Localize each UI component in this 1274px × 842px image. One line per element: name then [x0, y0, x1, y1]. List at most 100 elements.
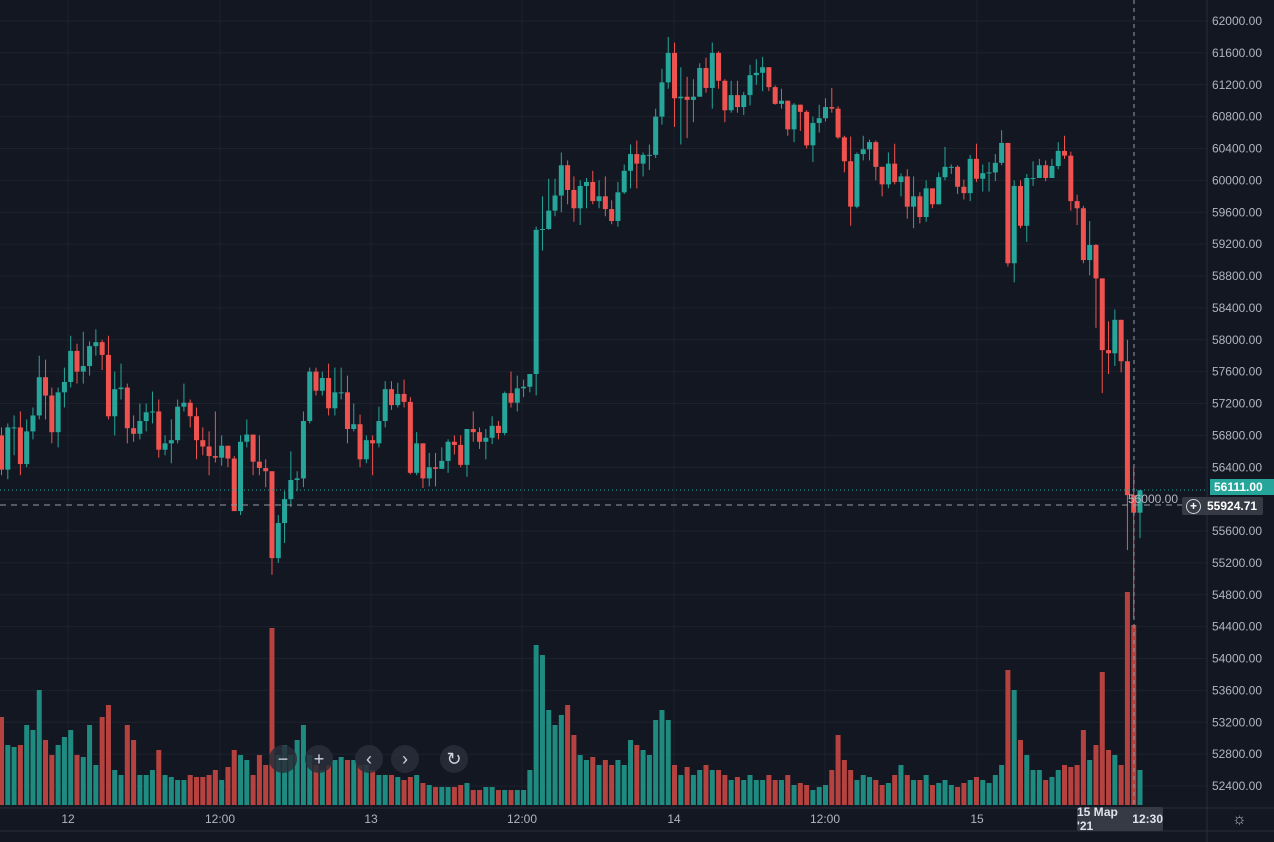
volume-bar [684, 767, 690, 805]
volume-bar [760, 780, 766, 805]
volume-bar [854, 780, 860, 805]
candle-down [231, 458, 237, 512]
volume-bar [653, 720, 659, 805]
volume-bar [1074, 765, 1080, 805]
volume-bar [0, 717, 5, 805]
price-tick-label: 60000.00 [1212, 173, 1262, 187]
candle-down [835, 108, 841, 138]
candle-down [187, 402, 193, 417]
candle-down [1106, 350, 1112, 354]
zoom-out-button[interactable]: − [269, 745, 297, 773]
volume-bar [332, 760, 338, 805]
volume-bar [80, 757, 86, 805]
candle-up [1030, 177, 1036, 179]
candle-up [653, 116, 659, 155]
volume-bar [288, 755, 294, 805]
candle-up [162, 443, 168, 450]
candle-down [250, 434, 256, 462]
volume-bar [810, 790, 816, 805]
volume-bar [565, 705, 571, 805]
volume-bar [156, 750, 162, 805]
volume-bar [697, 770, 703, 805]
candle-up [282, 499, 288, 524]
volume-bar [483, 787, 489, 805]
volume-bar [558, 715, 564, 805]
crosshair-price-label[interactable]: + 55924.71 [1182, 497, 1264, 515]
add-plus-icon[interactable]: + [1186, 498, 1201, 514]
price-tick-label: 58800.00 [1212, 269, 1262, 283]
volume-bar [382, 775, 388, 805]
volume-bar [716, 770, 722, 805]
candle-up [426, 467, 432, 479]
volume-bar [1099, 672, 1105, 805]
volume-bar [1124, 592, 1130, 805]
volume-bar [319, 770, 325, 805]
candle-down [313, 371, 319, 391]
volume-bar [955, 787, 961, 805]
volume-bar [1049, 777, 1055, 805]
volume-bar [24, 725, 30, 805]
volume-bar [87, 725, 93, 805]
candle-up [867, 142, 873, 150]
volume-bar [539, 655, 545, 805]
time-axis[interactable]: 12 12:00 13 12:00 14 12:00 15 [61, 812, 984, 826]
volume-bar [495, 790, 501, 805]
volume-bar [219, 780, 225, 805]
volume-bar [860, 775, 866, 805]
volume-bar [143, 775, 149, 805]
volume-bar [747, 775, 753, 805]
volume-bar [363, 765, 369, 805]
candle-up [552, 195, 558, 211]
candle-down [256, 461, 262, 469]
volume-bar [804, 785, 810, 805]
volume-bar [785, 775, 791, 805]
price-tick-label: 56400.00 [1212, 460, 1262, 474]
reset-chart-button[interactable]: ↻ [440, 745, 468, 773]
price-tick-label: 56000.00 [1128, 492, 1178, 506]
candle-down [200, 440, 206, 447]
volume-bar [200, 777, 206, 805]
candle-up [30, 415, 36, 432]
candle-down [495, 425, 501, 433]
price-tick-label: 60400.00 [1212, 142, 1262, 156]
candle-up [1055, 150, 1061, 167]
volume-bar [634, 745, 640, 805]
candle-down [609, 209, 615, 222]
candle-down [829, 107, 835, 109]
volume-bar [351, 760, 357, 805]
candle-down [206, 446, 212, 457]
volume-bar [326, 765, 332, 805]
scroll-left-button[interactable]: ‹ [355, 745, 383, 773]
candle-up [747, 75, 753, 96]
volume-bar [848, 770, 854, 805]
candle-up [1112, 319, 1118, 354]
volume-bar [250, 775, 256, 805]
volume-bar [665, 720, 671, 805]
candle-down [508, 393, 514, 403]
candle-up [558, 165, 564, 196]
volume-bar [621, 765, 627, 805]
volume-bar [149, 770, 155, 805]
price-axis[interactable]: 62000.00 61600.00 61200.00 60800.00 60400.00… [1128, 14, 1262, 793]
candle-down [804, 111, 810, 146]
volume-bar [1080, 730, 1086, 805]
volume-bar [823, 785, 828, 805]
time-tick-label: 12:00 [810, 812, 840, 826]
candle-up [112, 389, 118, 417]
volume-bar [1087, 760, 1093, 805]
volume-bar [118, 775, 124, 805]
volume-bar [778, 780, 784, 805]
candle-up [93, 342, 99, 347]
volume-bar [124, 725, 130, 805]
scroll-right-button[interactable]: › [391, 745, 419, 773]
settings-icon[interactable]: ☼ [1232, 811, 1247, 828]
volume-bar [583, 760, 589, 805]
volume-bar [1055, 770, 1061, 805]
candle-down [357, 424, 363, 460]
volume-bar [395, 777, 401, 805]
zoom-in-button[interactable]: + [305, 745, 333, 773]
candle-down [344, 392, 350, 429]
volume-bar [370, 770, 376, 805]
volume-bar [1017, 740, 1023, 805]
